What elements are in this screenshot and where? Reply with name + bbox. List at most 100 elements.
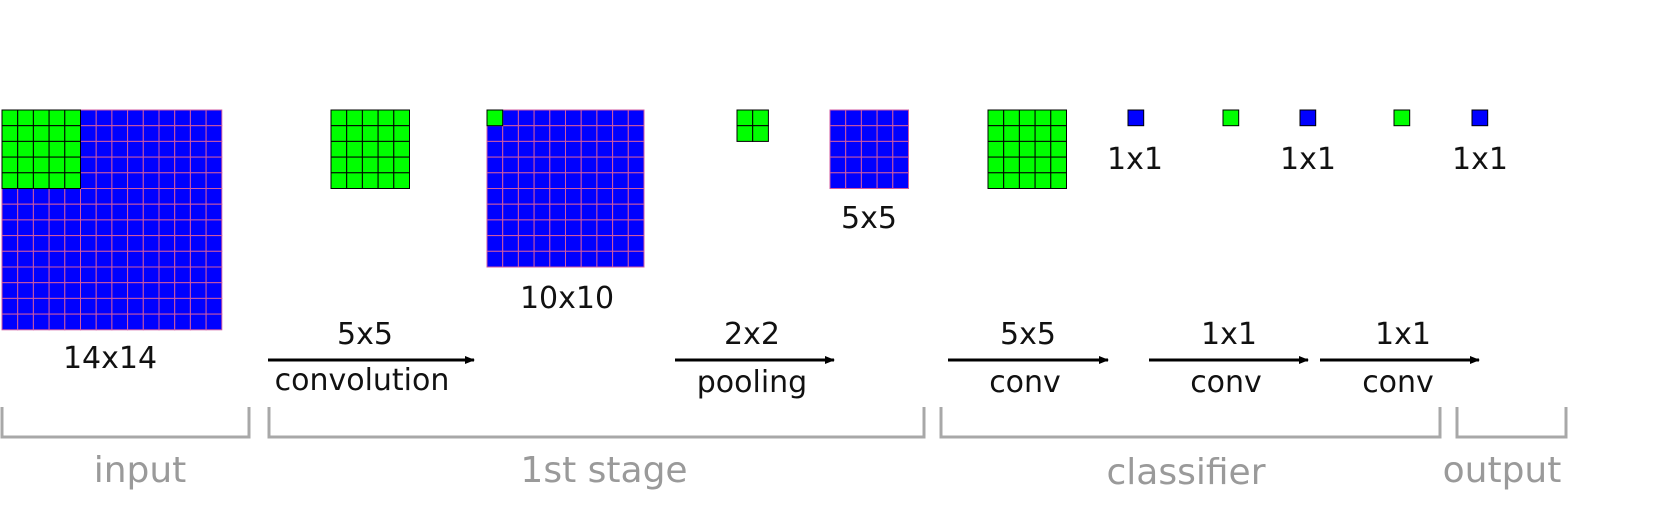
feature-cell bbox=[158, 219, 176, 237]
feature-cell bbox=[80, 235, 97, 252]
kernel-cell bbox=[393, 140, 410, 158]
kernel-cell bbox=[17, 125, 34, 142]
feature-cell bbox=[1, 235, 19, 252]
feature-cell bbox=[829, 125, 847, 142]
feature-cell bbox=[549, 250, 566, 268]
feature-cell bbox=[95, 266, 113, 284]
feature-cell bbox=[533, 125, 551, 142]
feature-cell bbox=[580, 140, 598, 158]
feature-cell bbox=[565, 156, 582, 174]
kernel-cell bbox=[987, 140, 1005, 158]
feature-cell bbox=[502, 219, 519, 237]
feature-cell bbox=[596, 125, 614, 142]
input-size-label: 14x14 bbox=[63, 341, 157, 376]
feature-cell bbox=[517, 140, 535, 158]
feature-cell bbox=[486, 140, 504, 158]
kernel-cell bbox=[361, 125, 379, 142]
stage-output: output bbox=[1443, 407, 1568, 491]
feature-cell bbox=[142, 172, 160, 190]
feature-cell bbox=[48, 235, 66, 252]
feature-cell bbox=[189, 188, 207, 205]
feature-cell bbox=[64, 250, 82, 268]
kernel-cell bbox=[987, 172, 1005, 190]
feature-cell bbox=[32, 282, 50, 299]
feature-cell bbox=[174, 313, 191, 331]
feature-cell bbox=[627, 156, 645, 174]
feature-cell bbox=[580, 109, 598, 127]
feature-cell bbox=[845, 109, 862, 127]
feature-cell bbox=[860, 172, 878, 190]
feature-cell bbox=[174, 109, 191, 127]
conv1-output-size-label: 10x10 bbox=[520, 281, 614, 316]
feature-cell bbox=[80, 140, 97, 158]
feature-cell bbox=[829, 156, 847, 174]
operation-name-label: conv bbox=[1190, 365, 1262, 400]
feature-cell bbox=[1, 297, 19, 315]
feature-cell bbox=[64, 219, 82, 237]
feature-cell bbox=[158, 266, 176, 284]
kernel-cell bbox=[32, 156, 50, 174]
feature-cell bbox=[565, 235, 582, 252]
feature-cell bbox=[17, 219, 34, 237]
feature-cell bbox=[517, 250, 535, 268]
feature-cell bbox=[80, 313, 97, 331]
feature-cell bbox=[533, 109, 551, 127]
feature-cell bbox=[612, 172, 629, 190]
feature-cell bbox=[48, 250, 66, 268]
feature-cell bbox=[127, 297, 144, 315]
feature-cell bbox=[596, 109, 614, 127]
feature-cell bbox=[627, 125, 645, 142]
kernel-cell bbox=[64, 172, 82, 190]
kernel-cell bbox=[393, 172, 410, 190]
kernel-cell bbox=[48, 156, 66, 174]
kernel-cell bbox=[361, 172, 379, 190]
feature-cell bbox=[486, 250, 504, 268]
feature-cell bbox=[580, 125, 598, 142]
feature-cell bbox=[142, 282, 160, 299]
kernel-cell bbox=[32, 109, 50, 127]
feature-cell bbox=[80, 250, 97, 268]
kernel-cell bbox=[1018, 125, 1036, 142]
feature-cell bbox=[111, 313, 129, 331]
kernel-cell bbox=[1050, 109, 1068, 127]
feature-cell bbox=[533, 140, 551, 158]
feature-cell bbox=[205, 266, 223, 284]
kernel-cell bbox=[32, 172, 50, 190]
feature-cell bbox=[127, 140, 144, 158]
feature-cell bbox=[174, 172, 191, 190]
kernel-cell bbox=[377, 125, 395, 142]
feature-cell bbox=[596, 156, 614, 174]
feature-cell bbox=[127, 172, 144, 190]
feature-cell bbox=[111, 188, 129, 205]
feature-cell bbox=[64, 313, 82, 331]
feature-cell bbox=[205, 140, 223, 158]
kernel-cell bbox=[393, 109, 410, 127]
feature-cell bbox=[845, 156, 862, 174]
feature-cell bbox=[486, 203, 504, 221]
feature-cell bbox=[48, 313, 66, 331]
kernel-cell bbox=[330, 172, 348, 190]
stage-label: classifier bbox=[1107, 452, 1266, 493]
feature-cell bbox=[486, 172, 504, 190]
feature-cell bbox=[502, 156, 519, 174]
feature-cell bbox=[502, 203, 519, 221]
kernel-cell bbox=[377, 172, 395, 190]
fc3-output-size-label: 1x1 bbox=[1452, 142, 1508, 177]
feature-cell bbox=[127, 266, 144, 284]
feature-cell bbox=[580, 219, 598, 237]
kernel-cell bbox=[1050, 172, 1068, 190]
feature-cell bbox=[627, 109, 645, 127]
feature-cell bbox=[627, 188, 645, 205]
feature-cell bbox=[205, 250, 223, 268]
feature-cell bbox=[486, 219, 504, 237]
stage-bracket bbox=[939, 407, 1442, 439]
feature-cell bbox=[64, 297, 82, 315]
feature-cell bbox=[17, 297, 34, 315]
feature-cell bbox=[1, 282, 19, 299]
feature-cell bbox=[517, 188, 535, 205]
feature-cell bbox=[142, 219, 160, 237]
feature-cell bbox=[174, 282, 191, 299]
feature-cell bbox=[127, 125, 144, 142]
kernel-cell bbox=[48, 125, 66, 142]
